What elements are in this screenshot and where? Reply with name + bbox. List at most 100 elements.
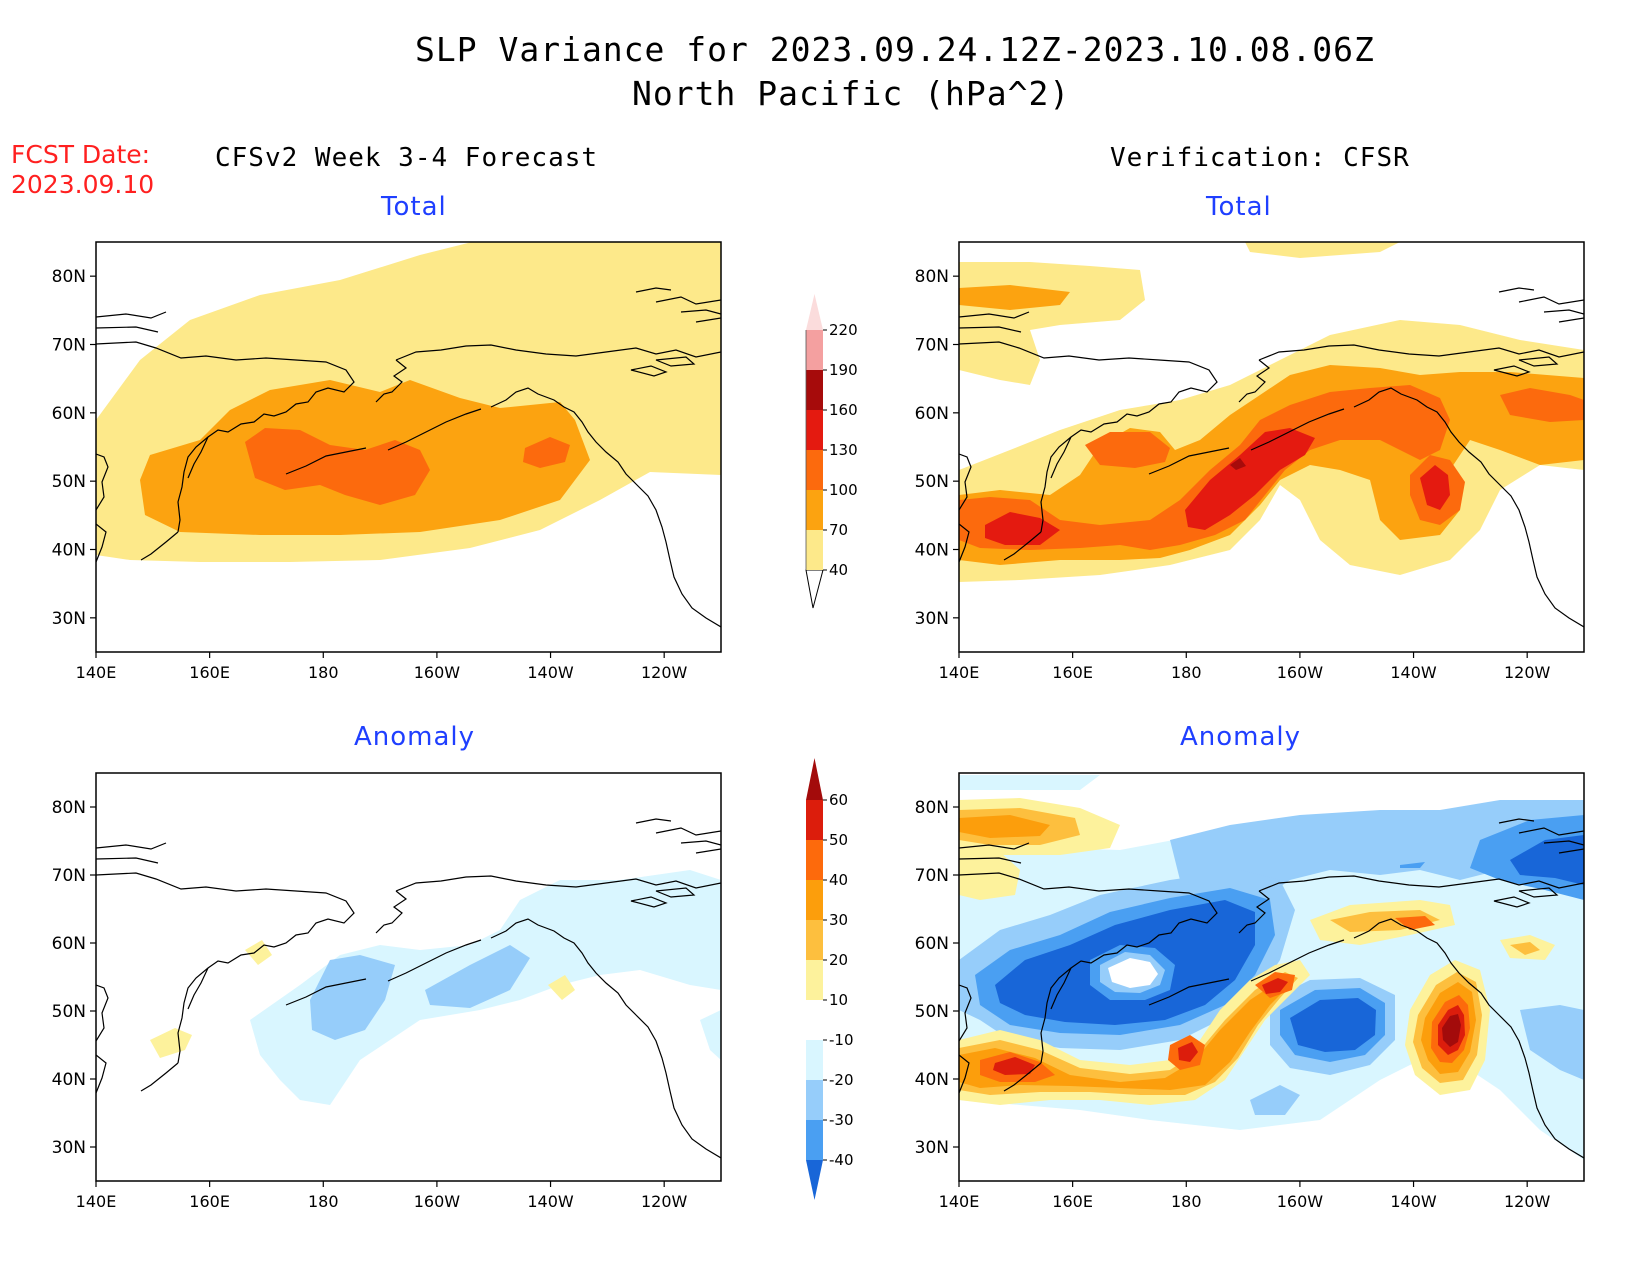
- colorbar-level: 10: [829, 991, 848, 1009]
- colorbar-level: 30: [829, 911, 848, 929]
- lat-label: 30N: [915, 1138, 949, 1158]
- panel-title-verification-anomaly: Anomaly: [1180, 722, 1302, 752]
- colorbar-upper-tail: [806, 758, 823, 800]
- colorbar-level: 40: [829, 561, 848, 579]
- fcst-label: FCST Date:: [11, 140, 151, 169]
- lon-label: 140E: [76, 1192, 117, 1211]
- colorbar-level: -40: [829, 1151, 854, 1169]
- colorbar-level: 190: [829, 361, 858, 379]
- lon-label: 120W: [641, 663, 688, 682]
- lon-label: 120W: [1504, 1192, 1551, 1211]
- column-title-verification: Verification: CFSR: [1110, 143, 1410, 173]
- map-axes: 80N 70N 60N 50N 40N 30N 140E 160E 180 160W 140W 120…: [52, 267, 1551, 1211]
- lat-label: 50N: [915, 1002, 949, 1022]
- colorbar-level: 100: [829, 481, 858, 499]
- lat-label: 30N: [915, 609, 949, 629]
- colorbar-level: 60: [829, 791, 848, 809]
- lat-label: 40N: [915, 1070, 949, 1090]
- colorbar-swatch: [806, 1040, 823, 1080]
- lon-label: 140E: [939, 1192, 980, 1211]
- colorbar-swatch: [806, 920, 823, 960]
- column-title-forecast: CFSv2 Week 3-4 Forecast: [215, 143, 599, 173]
- colorbar-swatch: [806, 1080, 823, 1120]
- forecast-anomaly-map: [95, 772, 722, 1182]
- lat-label: 60N: [52, 404, 86, 424]
- lon-label: 140W: [527, 1192, 574, 1211]
- lon-label: 160W: [414, 663, 461, 682]
- fcst-date: 2023.09.10: [11, 170, 155, 199]
- panel-title-verification-total: Total: [1206, 192, 1272, 222]
- lon-label: 160W: [414, 1192, 461, 1211]
- lat-label: 60N: [915, 934, 949, 954]
- lon-label: 160E: [1052, 663, 1093, 682]
- lon-label: 140W: [1390, 1192, 1437, 1211]
- verification-total-map: [958, 241, 1585, 653]
- colorbar-level: -30: [829, 1111, 854, 1129]
- lat-label: 70N: [915, 866, 949, 886]
- lon-label: 160E: [1052, 1192, 1093, 1211]
- colorbar-swatch: [806, 1120, 823, 1160]
- colorbar-swatch: [806, 330, 823, 370]
- lat-label: 50N: [52, 1002, 86, 1022]
- lat-label: 40N: [52, 541, 86, 561]
- lat-label: 80N: [915, 798, 949, 818]
- colorbar-swatch: [806, 880, 823, 920]
- lat-label: 70N: [52, 336, 86, 356]
- colorbar-swatch: [806, 410, 823, 450]
- lon-label: 180: [1171, 663, 1202, 682]
- colorbar-swatch: [806, 450, 823, 490]
- colorbar-level: 160: [829, 401, 858, 419]
- lat-label: 80N: [52, 267, 86, 287]
- forecast-total-map: [95, 241, 722, 653]
- lat-label: 60N: [915, 404, 949, 424]
- colorbar-level: 20: [829, 951, 848, 969]
- lat-label: 60N: [52, 934, 86, 954]
- lon-label: 140E: [76, 663, 117, 682]
- lat-label: 30N: [52, 609, 86, 629]
- colorbar-level: 50: [829, 831, 848, 849]
- verification-anomaly-map: [958, 772, 1585, 1182]
- colorbar-upper-tail: [806, 294, 823, 330]
- lat-label: 70N: [915, 336, 949, 356]
- colorbar-swatch: [806, 490, 823, 530]
- lat-label: 40N: [915, 541, 949, 561]
- lon-label: 180: [308, 663, 339, 682]
- lon-label: 120W: [1504, 663, 1551, 682]
- lat-label: 70N: [52, 866, 86, 886]
- lon-label: 160E: [189, 1192, 230, 1211]
- lat-label: 50N: [915, 472, 949, 492]
- lon-label: 180: [308, 1192, 339, 1211]
- lat-label: 80N: [915, 267, 949, 287]
- chart-title: SLP Variance for 2023.09.24.12Z-2023.10.…: [415, 30, 1375, 69]
- lon-label: 120W: [641, 1192, 688, 1211]
- colorbar-lower-tail: [805, 569, 824, 609]
- lat-label: 40N: [52, 1070, 86, 1090]
- chart-subtitle: North Pacific (hPa^2): [632, 74, 1071, 113]
- lon-label: 160E: [189, 663, 230, 682]
- lat-label: 80N: [52, 798, 86, 818]
- colorbar-level: 220: [829, 321, 858, 339]
- anomaly-colorbar: 60 50 40 30 20 10 -10 -20 -30 -40: [806, 758, 854, 1200]
- colorbar-lower-tail: [806, 1160, 823, 1200]
- colorbar-level: -20: [829, 1071, 854, 1089]
- colorbar-level: 40: [829, 871, 848, 889]
- colorbar-level: 70: [829, 521, 848, 539]
- colorbar-level: 130: [829, 441, 858, 459]
- colorbar-level: -10: [829, 1031, 854, 1049]
- lon-label: 140E: [939, 663, 980, 682]
- colorbar-swatch: [806, 1000, 823, 1040]
- panel-title-forecast-total: Total: [381, 192, 447, 222]
- colorbar-swatch: [806, 530, 823, 570]
- colorbar-swatch: [806, 840, 823, 880]
- colorbar-swatch: [806, 800, 823, 840]
- panel-title-forecast-anomaly: Anomaly: [354, 722, 476, 752]
- lon-label: 140W: [527, 663, 574, 682]
- lat-label: 30N: [52, 1138, 86, 1158]
- lat-label: 50N: [52, 472, 86, 492]
- lon-label: 160W: [1277, 663, 1324, 682]
- lon-label: 180: [1171, 1192, 1202, 1211]
- lon-label: 140W: [1390, 663, 1437, 682]
- colorbar-swatch: [806, 370, 823, 410]
- total-colorbar: 40 70 100 130 160 190 220: [805, 294, 858, 609]
